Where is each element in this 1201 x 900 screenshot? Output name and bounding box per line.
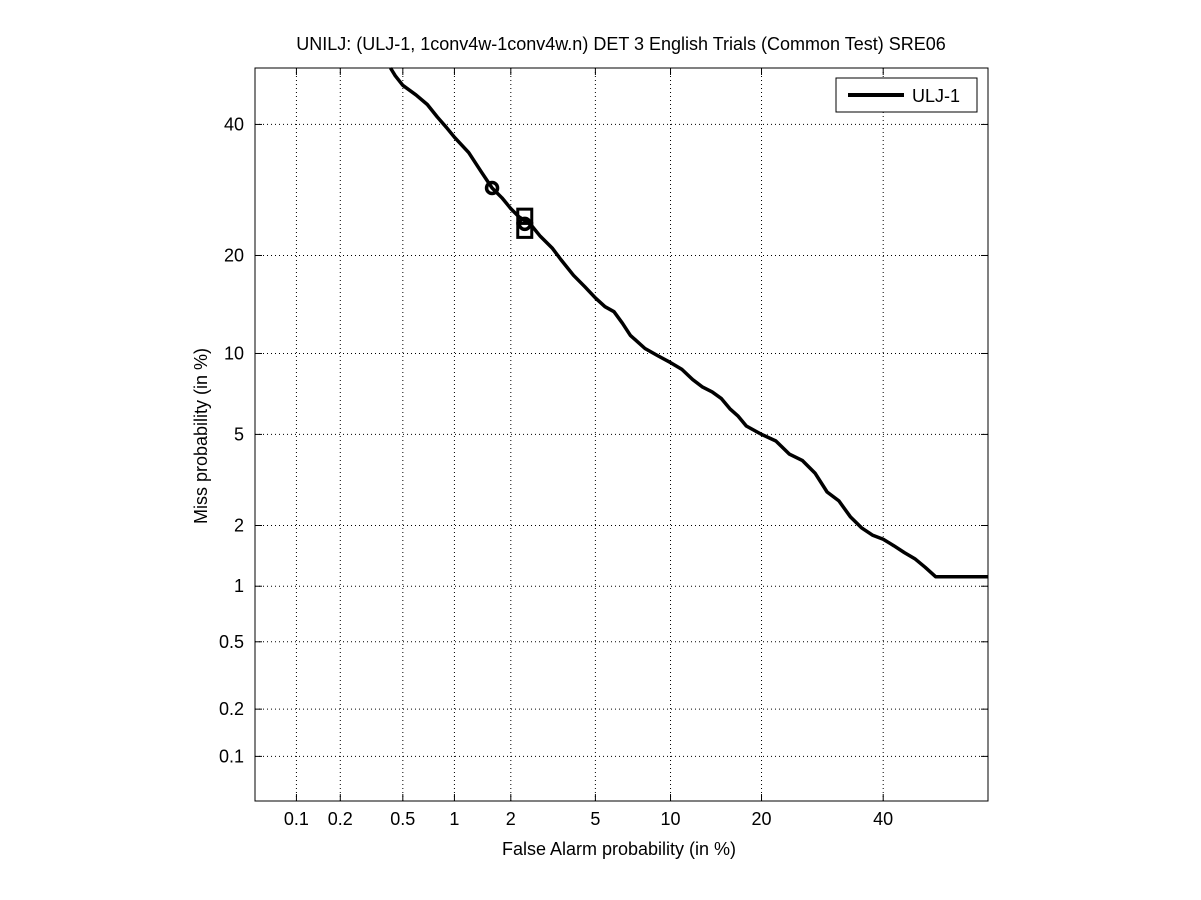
x-tick-label: 0.1 (284, 809, 309, 829)
actual-dcf-square-marker (516, 221, 534, 239)
x-axis-title: False Alarm probability (in %) (502, 839, 736, 859)
x-tick-label: 0.2 (328, 809, 353, 829)
y-tick-label: 10 (224, 343, 244, 363)
x-tick-label: 10 (661, 809, 681, 829)
x-tick-labels: 0.1 0.2 0.5 1 2 5 10 20 40 (284, 809, 893, 829)
y-tick-label: 20 (224, 245, 244, 265)
series-group (389, 67, 988, 579)
x-tick-label: 2 (506, 809, 516, 829)
y-axis-title: Miss probability (in %) (191, 348, 211, 524)
chart-title: UNILJ: (ULJ-1, 1conv4w-1conv4w.n) DET 3 … (296, 34, 946, 54)
y-tick-label: 0.2 (219, 699, 244, 719)
x-tick-label: 1 (449, 809, 459, 829)
y-tick-label: 5 (234, 424, 244, 444)
series-line-ulj-1 (389, 67, 988, 579)
y-tick-label: 40 (224, 114, 244, 134)
y-tick-label: 1 (234, 576, 244, 596)
min-dcf-circle-marker (517, 216, 533, 232)
y-tick-labels: 0.1 0.2 0.5 1 2 5 10 20 40 (219, 114, 244, 766)
x-tick-label: 20 (752, 809, 772, 829)
axis-ticks (255, 68, 988, 801)
legend-label: ULJ-1 (912, 86, 960, 106)
x-tick-label: 40 (873, 809, 893, 829)
y-tick-label: 0.1 (219, 746, 244, 766)
operating-point-markers (484, 180, 534, 239)
x-tick-label: 5 (590, 809, 600, 829)
legend: ULJ-1 (835, 77, 978, 113)
min-dcf-circle-marker (484, 180, 500, 196)
y-tick-label: 0.5 (219, 632, 244, 652)
y-tick-label: 2 (234, 515, 244, 535)
x-tick-label: 0.5 (390, 809, 415, 829)
